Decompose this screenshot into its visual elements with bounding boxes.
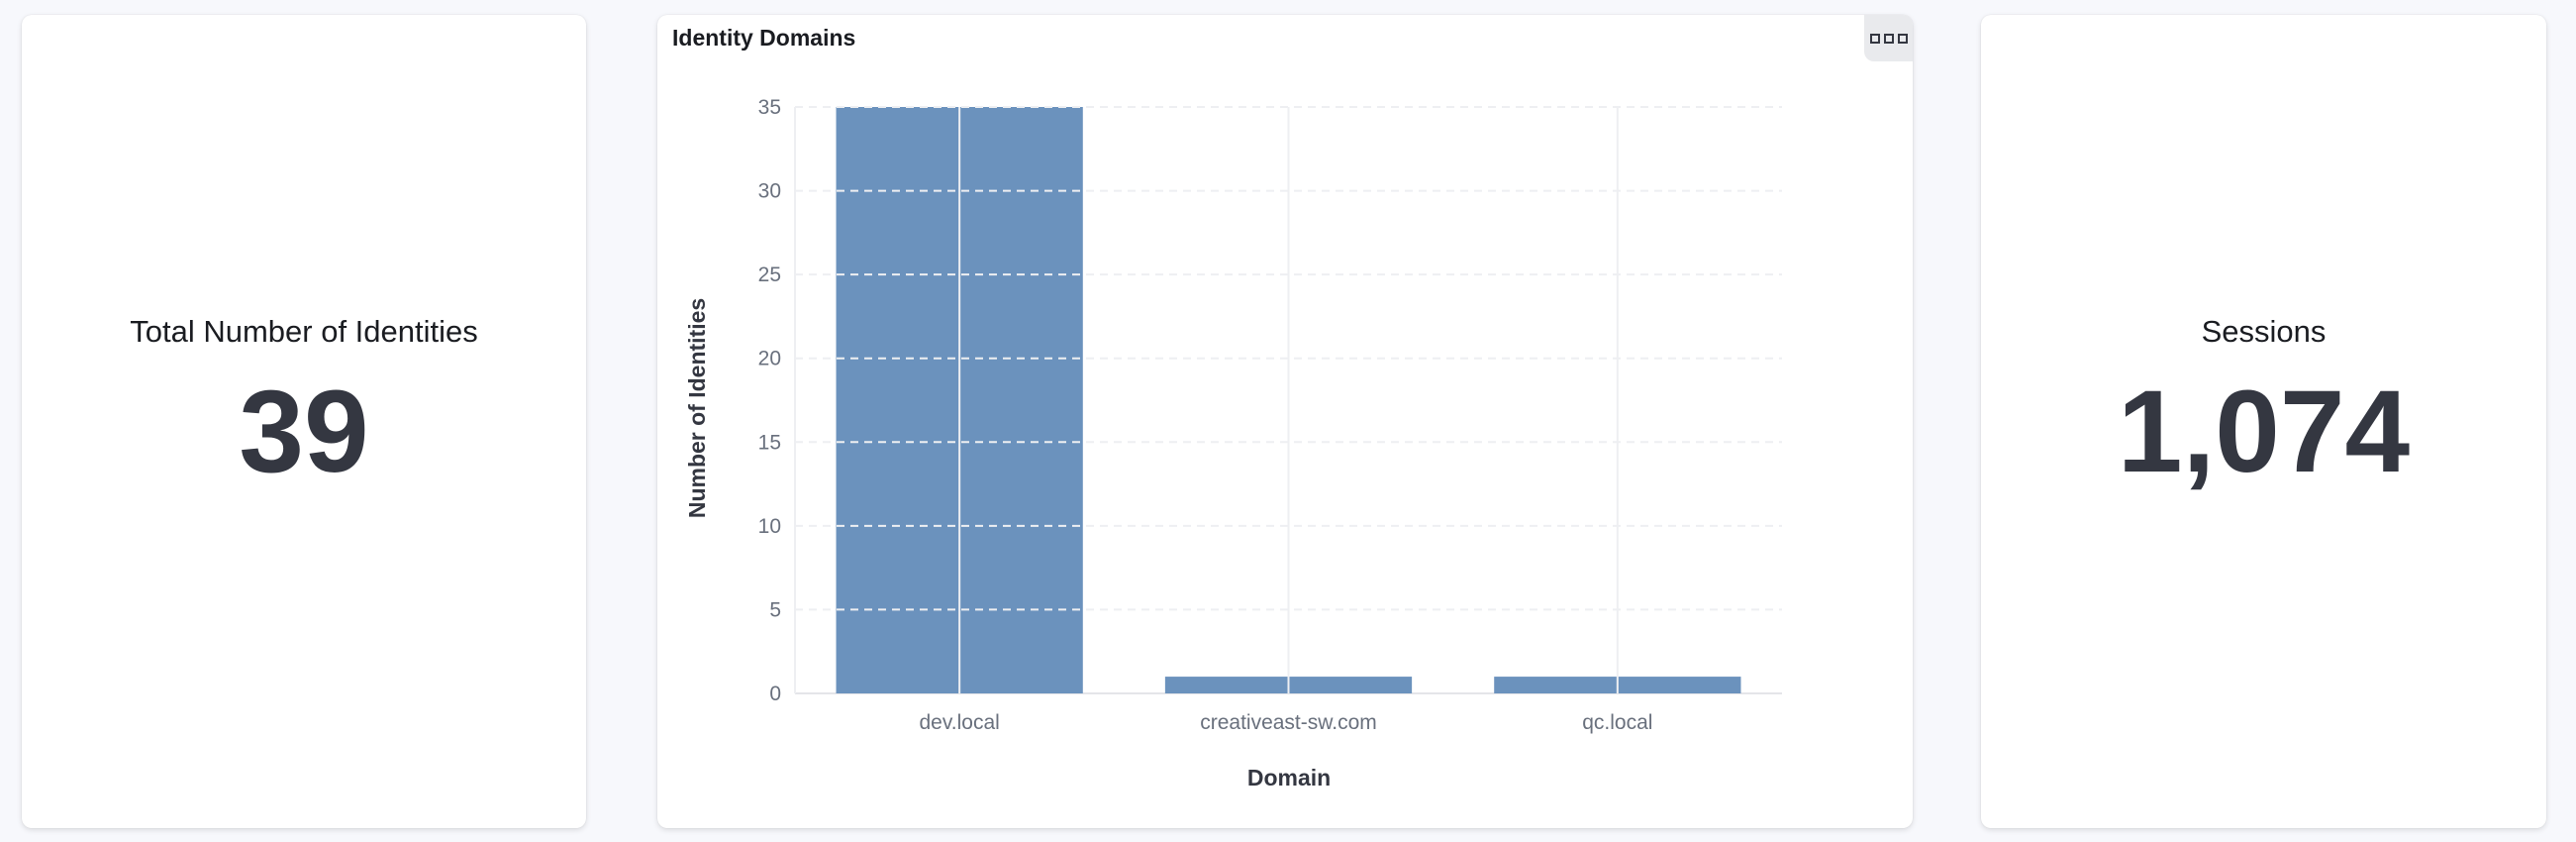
identities-metric-card: Total Number of Identities 39: [22, 15, 586, 828]
y-tick-label: 15: [758, 431, 781, 454]
panel-title: Identity Domains: [672, 25, 856, 51]
options-icon: [1883, 33, 1894, 44]
x-tick-label: qc.local: [1582, 711, 1652, 734]
metric-label: Sessions: [2201, 313, 2327, 349]
y-tick-label: 35: [758, 96, 781, 119]
x-axis-title: Domain: [1247, 765, 1331, 790]
y-tick-label: 5: [769, 598, 781, 621]
y-tick-label: 10: [758, 515, 781, 538]
options-button[interactable]: [1864, 15, 1913, 61]
metric-label: Total Number of Identities: [130, 313, 478, 349]
options-icon: [1869, 33, 1880, 44]
bar-chart: qc.local creativeast-sw.com dev.local 35 30 2…: [684, 96, 1782, 790]
identity-domains-panel: Identity Domains qc.local creativeast-sw.…: [657, 15, 1913, 828]
y-tick-label: 20: [758, 348, 781, 370]
y-tick-label: 25: [758, 263, 781, 286]
sessions-metric-card: Sessions 1,074: [1981, 15, 2546, 828]
y-tick-label: 30: [758, 180, 781, 203]
y-tick-label: 0: [769, 683, 781, 705]
metric-value: 39: [239, 366, 369, 497]
x-tick-label: creativeast-sw.com: [1200, 711, 1377, 734]
y-axis-title: Number of Identities: [684, 298, 710, 518]
x-tick-label: dev.local: [920, 711, 1000, 734]
options-icon: [1897, 33, 1908, 44]
metric-value: 1,074: [2117, 366, 2411, 497]
